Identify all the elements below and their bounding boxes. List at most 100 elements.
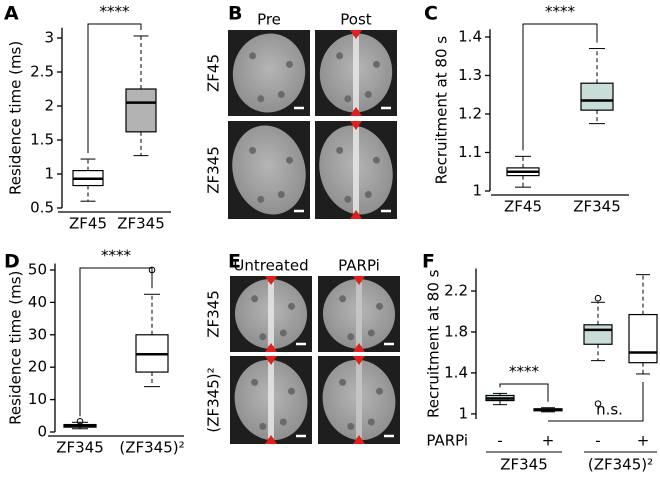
damage-stripe (356, 362, 362, 438)
sig-bracket (548, 381, 644, 422)
damage-stripe (268, 282, 274, 346)
column-label: Post (340, 11, 372, 29)
x-tick-label: ZF45 (69, 215, 107, 233)
column-label: PARPi (338, 257, 380, 275)
nucleolus (286, 156, 293, 164)
x-tick-label: + (637, 432, 650, 450)
x-tick-label: ZF345 (56, 439, 104, 457)
sig-bracket (522, 23, 598, 151)
damage-stripe (353, 36, 359, 110)
panel-letter: B (228, 3, 242, 25)
y-tick-label: 0.5 (30, 199, 54, 217)
nucleolus (251, 295, 259, 303)
y-tick-label: 2 (44, 97, 54, 115)
damage-stripe (353, 127, 359, 213)
nucleolus (339, 378, 347, 386)
y-axis-label: Recruitment at 80 s (425, 269, 443, 418)
x-tick-label: - (497, 432, 502, 450)
sig-bracket (87, 23, 142, 154)
column-label: Untreated (233, 257, 308, 275)
sig-label: **** (101, 247, 132, 265)
sig-label: **** (100, 3, 131, 21)
sig-label: **** (545, 3, 576, 21)
y-axis-label: Residence time (ms) (7, 271, 25, 425)
nucleolus (249, 52, 257, 60)
x-tick-label: + (542, 432, 555, 450)
row-label: ZF345 (205, 290, 223, 338)
row-label: PARPi (426, 432, 468, 450)
panel-letter: F (422, 251, 435, 273)
nucleolus (259, 422, 267, 430)
y-tick-label: 1.1 (458, 143, 482, 161)
row-label: ZF45 (205, 54, 223, 92)
y-tick-label: 1.3 (458, 66, 482, 84)
box (583, 324, 613, 345)
nucleolus (279, 418, 287, 426)
y-tick-label: 1 (44, 165, 54, 183)
y-tick-label: 1 (458, 404, 468, 422)
nucleolus (376, 302, 383, 310)
damage-stripe (268, 362, 274, 438)
damage-stripe (356, 282, 362, 346)
nucleolus (277, 191, 285, 198)
row-label: ZF345 (205, 146, 223, 194)
x-tick-label: ZF345 (573, 198, 621, 216)
nucleolus (277, 91, 285, 98)
nucleolus (344, 95, 352, 103)
y-tick-label: 1.4 (458, 28, 482, 46)
y-tick-label: 3 (44, 29, 54, 47)
nucleolus (373, 156, 380, 164)
laser-marker (265, 435, 277, 444)
y-axis-label: Residence time (ms) (7, 41, 25, 195)
box (580, 82, 614, 111)
y-tick-label: 40 (28, 293, 47, 311)
y-axis-label: Recruitment at 80 s (433, 36, 451, 185)
nucleolus (336, 146, 344, 154)
nucleolus (367, 418, 375, 426)
x-tick-label: (ZF345)² (119, 439, 184, 457)
column-label: Pre (257, 11, 281, 29)
y-tick-label: 1.5 (30, 131, 54, 149)
nucleolus (257, 195, 265, 203)
laser-marker (265, 343, 277, 352)
row-label: (ZF345)² (205, 367, 223, 432)
laser-marker (350, 210, 362, 219)
panel-letter: D (4, 251, 20, 273)
x-tick-label: - (595, 432, 600, 450)
y-tick-label: 0 (37, 423, 47, 441)
group-label: ZF345 (500, 456, 548, 474)
sig-label: n.s. (596, 401, 623, 419)
nucleolus (288, 302, 295, 310)
nucleolus (257, 95, 265, 103)
x-tick-label: ZF45 (504, 198, 542, 216)
laser-marker (353, 356, 365, 365)
sig-label: **** (509, 363, 540, 381)
nucleolus (367, 329, 375, 337)
laser-marker (353, 435, 365, 444)
outlier (76, 418, 84, 425)
laser-marker (353, 343, 365, 352)
sig-bracket (79, 267, 153, 417)
panel-letter: E (228, 251, 241, 273)
sig-bracket (499, 383, 549, 402)
nucleolus (364, 91, 372, 98)
nucleolus (347, 333, 355, 341)
nucleolus (251, 378, 259, 386)
box (125, 88, 157, 133)
nucleolus (286, 60, 293, 68)
nucleolus (347, 422, 355, 430)
nucleolus (376, 387, 383, 395)
nucleolus (288, 387, 295, 395)
group-label: (ZF345)² (588, 456, 653, 474)
box (628, 313, 658, 364)
laser-marker (265, 276, 277, 285)
laser-marker (350, 30, 362, 39)
nucleolus (249, 146, 257, 154)
y-tick-label: 10 (28, 390, 47, 408)
nucleolus (373, 60, 380, 68)
y-tick-label: 1.8 (444, 322, 468, 340)
laser-marker (350, 107, 362, 116)
y-tick-label: 2.2 (444, 282, 468, 300)
y-tick-label: 30 (28, 325, 47, 343)
